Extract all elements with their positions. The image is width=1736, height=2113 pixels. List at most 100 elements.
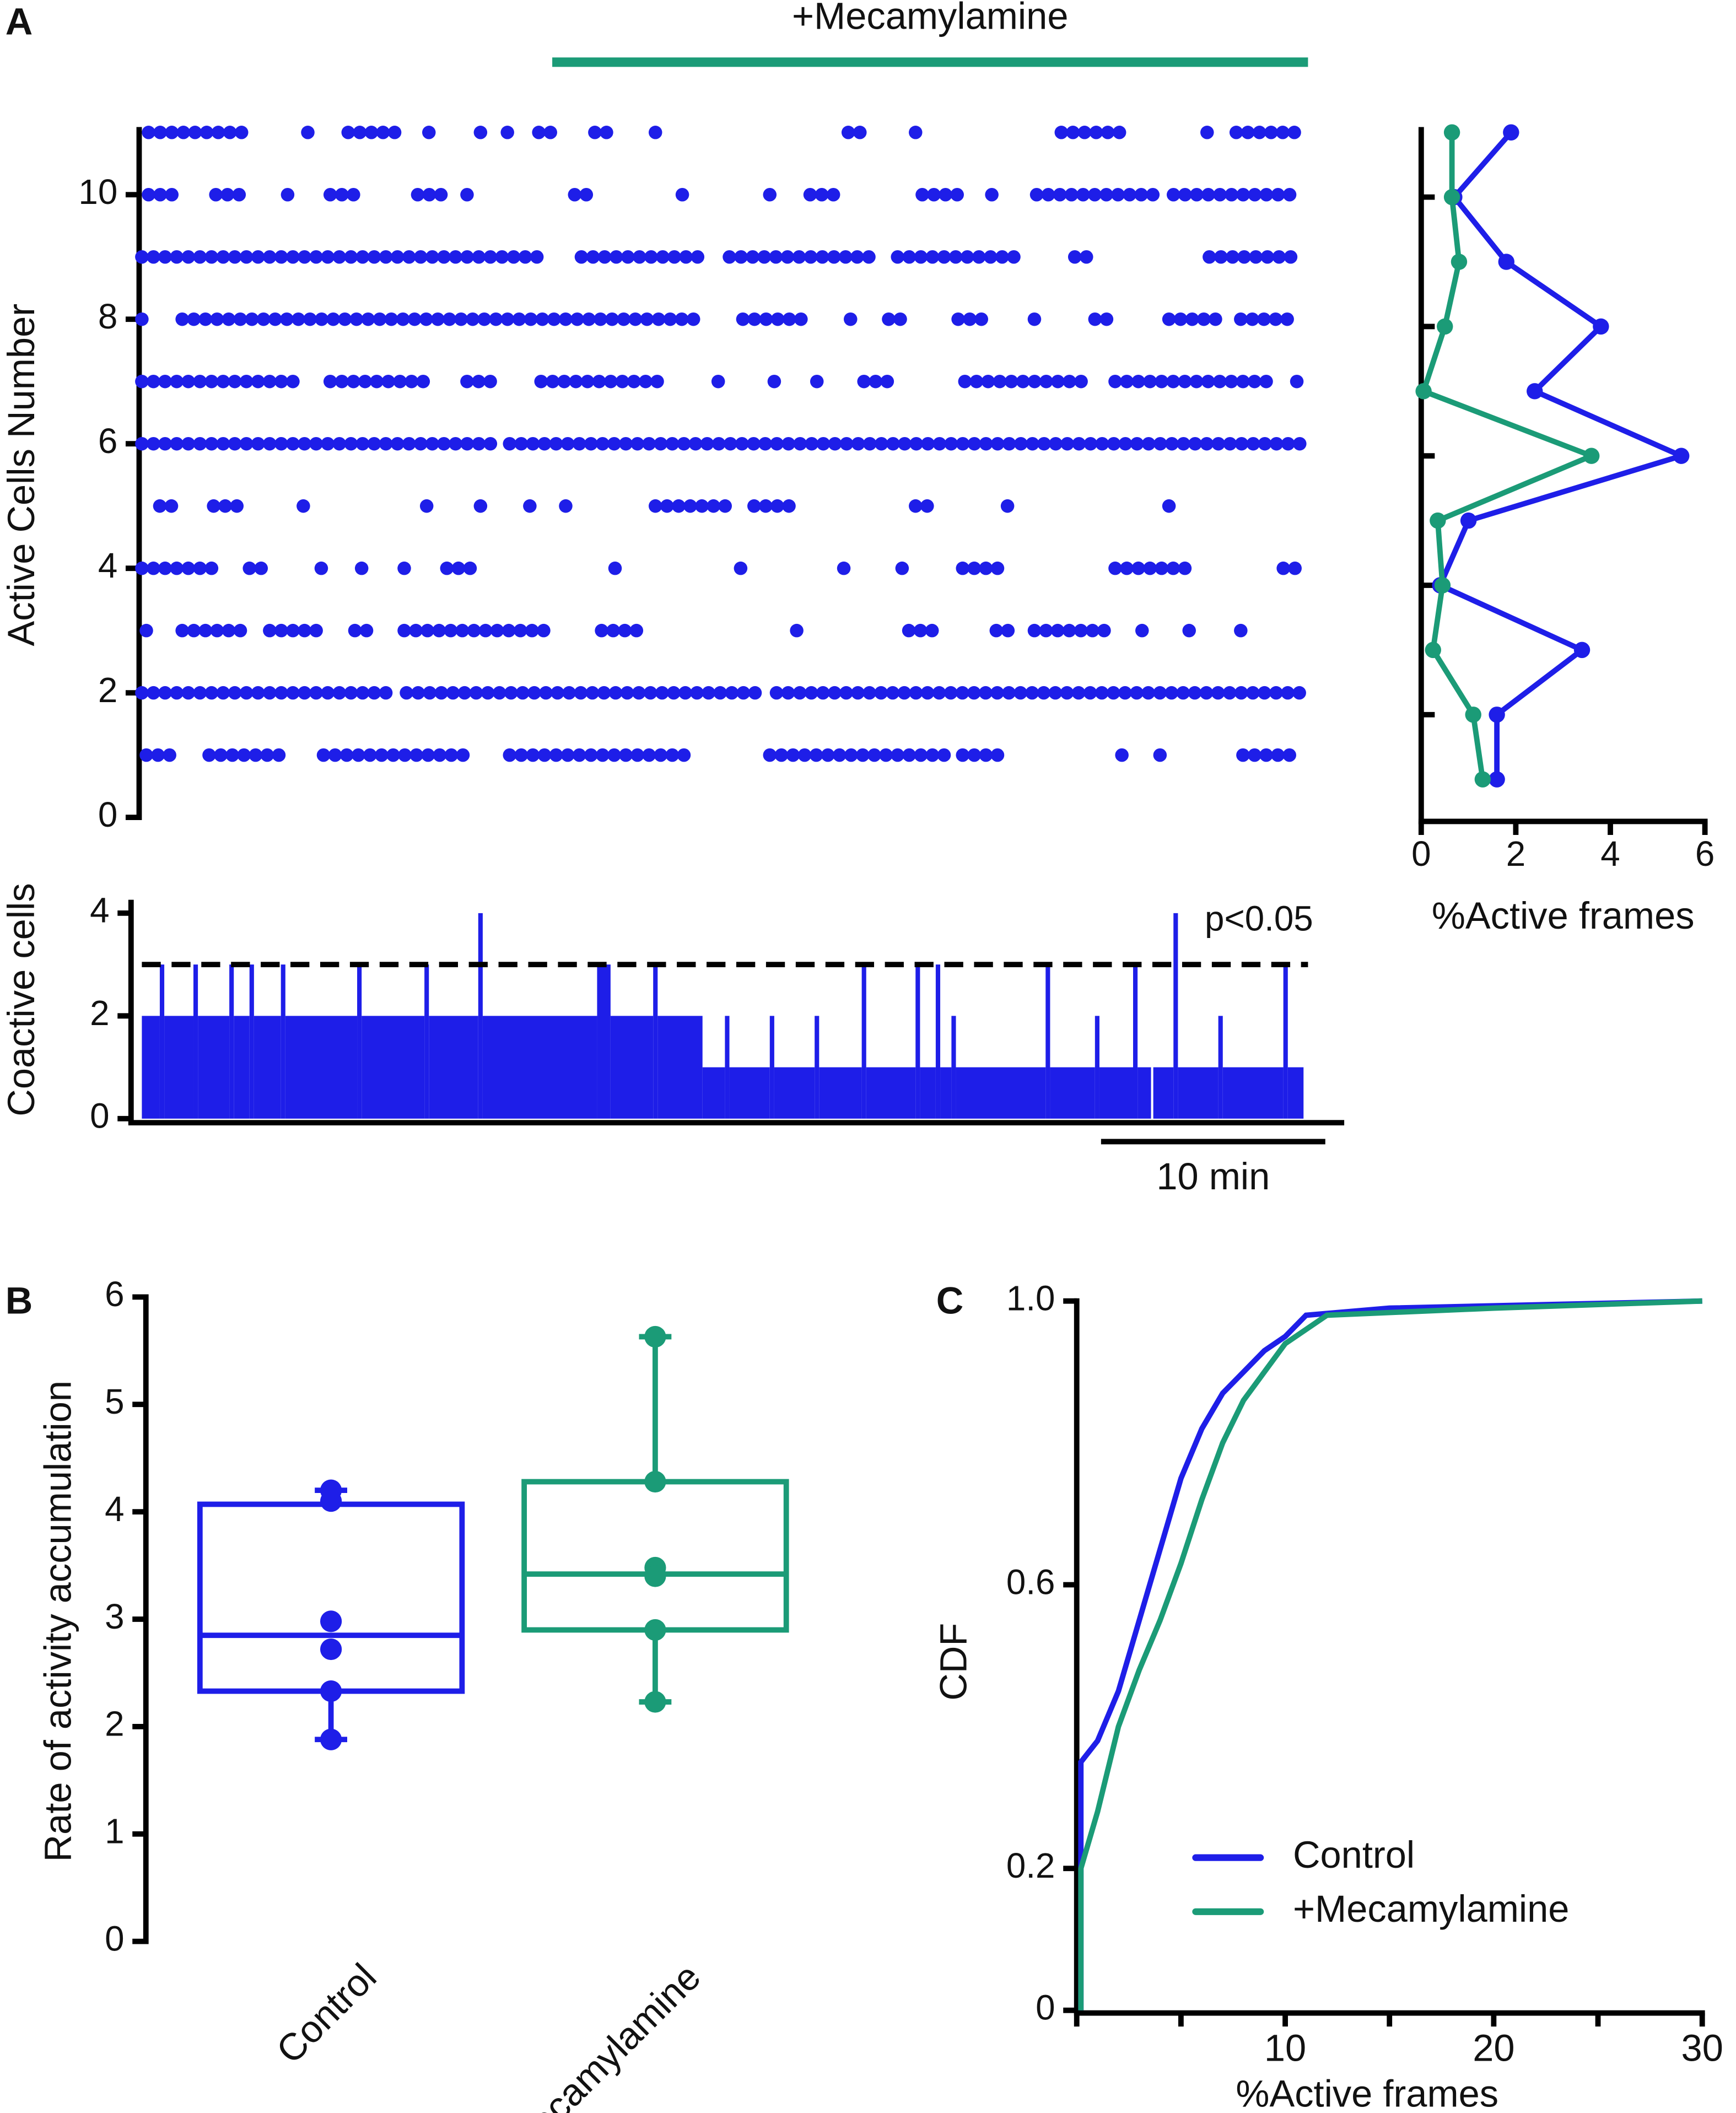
coactive-step (249, 964, 254, 1119)
box (521, 1479, 789, 1633)
activity-event (500, 126, 514, 139)
activity-event (473, 126, 488, 139)
y-tick-label: 0 (90, 1096, 109, 1136)
data-point (644, 1691, 666, 1713)
coactive-step (769, 1016, 774, 1119)
y-tick-label: 8 (98, 297, 117, 336)
coactive-step (956, 1067, 1046, 1119)
data-point (320, 1610, 342, 1632)
activity-event (1182, 623, 1196, 638)
profile-point (1593, 318, 1609, 335)
coactive-step (940, 1067, 952, 1119)
profile-point (1503, 124, 1519, 141)
profile-point (1474, 771, 1491, 788)
activity-event (139, 623, 153, 638)
scale-bar-label: 10 min (1156, 1155, 1270, 1198)
cdf-line (1078, 1298, 1702, 2010)
data-point (320, 1728, 342, 1750)
profile-point (1443, 188, 1460, 206)
activity-event (837, 561, 851, 575)
y-axis-label: CDF (932, 1623, 975, 1701)
activity-event (419, 499, 434, 513)
coactive-step (861, 964, 866, 1119)
coactive-step (610, 1016, 654, 1119)
x-tick-label: 10 (1264, 2026, 1306, 2069)
activity-event (523, 499, 537, 513)
coactive-step (819, 1067, 862, 1119)
y-axis-label: Active Cells Number (0, 304, 42, 646)
coactive-step (1045, 964, 1050, 1119)
activity-event (767, 374, 781, 389)
coactive-step (935, 964, 941, 1119)
profile-point (1527, 383, 1543, 400)
activity-event (909, 126, 923, 139)
coactive-step (915, 964, 920, 1119)
coactive-step (164, 1016, 193, 1119)
coactive-step (1222, 1067, 1284, 1119)
activity-event (1234, 623, 1248, 638)
profile-point (1489, 771, 1505, 788)
activity-event (314, 561, 328, 575)
panel-letter: C (936, 1280, 964, 1322)
y-tick-label: 0 (98, 795, 117, 834)
coactive-step (1173, 913, 1178, 1119)
profile-point (1489, 707, 1505, 723)
coactive-step (725, 1016, 730, 1119)
x-tick-label: +Mecamylamine (483, 1955, 709, 2113)
data-point (320, 1638, 342, 1661)
data-point (644, 1470, 666, 1493)
coactive-step (1050, 1067, 1095, 1119)
cdf-line (1078, 1298, 1702, 2010)
coactive-step (815, 1016, 820, 1119)
y-tick-label: 0 (1036, 1987, 1055, 2027)
activity-event (1135, 623, 1149, 638)
profile-point (1443, 124, 1460, 141)
y-axis-label: Coactive cells (0, 883, 42, 1116)
x-tick-label: 0 (1411, 834, 1431, 874)
activity-event (397, 561, 411, 575)
profile-line (1436, 131, 1689, 780)
data-point (644, 1619, 666, 1641)
x-tick-label: 30 (1681, 2026, 1723, 2069)
coactive-step (142, 1016, 160, 1119)
coactive-step (429, 1016, 478, 1119)
coactive-step (1178, 1067, 1219, 1119)
profile-point (1460, 512, 1477, 529)
x-axis-label: %Active frames (1236, 2073, 1498, 2113)
coactive-step (159, 964, 165, 1119)
coactive-step (193, 964, 198, 1119)
y-tick-label: 6 (105, 1274, 124, 1314)
activity-event (1162, 499, 1176, 513)
data-point (320, 1680, 342, 1702)
profile-point (1573, 642, 1591, 659)
x-tick-label: Control (268, 1955, 385, 2072)
activity-event (296, 499, 310, 513)
y-tick-label: 5 (105, 1382, 124, 1421)
coactive-step (1153, 1067, 1174, 1119)
y-tick-label: 0 (105, 1918, 124, 1958)
activity-event (281, 187, 295, 202)
coactive-step (424, 964, 429, 1119)
threshold-label: p<0.05 (1205, 898, 1313, 938)
activity-event (354, 561, 369, 575)
y-tick-label: 1.0 (1006, 1279, 1055, 1318)
x-tick-label: 2 (1506, 834, 1525, 874)
coactive-step (482, 1016, 597, 1119)
activity-event (734, 561, 748, 575)
y-tick-label: 6 (98, 421, 117, 461)
activity-event (559, 499, 573, 513)
y-tick-label: 1 (105, 1812, 124, 1851)
coactive-step (229, 964, 234, 1119)
coactive-step (729, 1067, 770, 1119)
coactive-step (866, 1067, 916, 1119)
activity-event (1290, 374, 1304, 389)
y-tick-label: 4 (105, 1489, 124, 1529)
box (197, 1501, 465, 1694)
x-axis-label: %Active frames (1432, 894, 1695, 937)
coactive-step (657, 1016, 703, 1119)
y-tick-label: 4 (98, 546, 117, 585)
activity-event (810, 374, 824, 389)
